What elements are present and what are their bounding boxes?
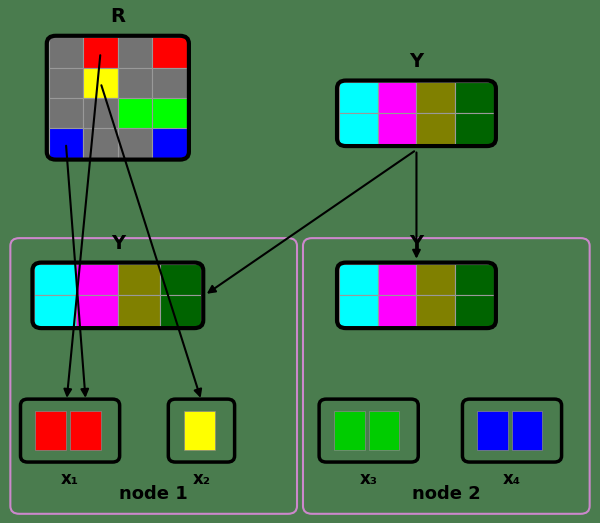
Bar bbox=[34, 295, 76, 326]
Bar bbox=[377, 82, 416, 113]
Text: node 2: node 2 bbox=[412, 485, 481, 504]
Bar bbox=[416, 82, 455, 113]
Bar bbox=[512, 411, 542, 450]
Bar bbox=[35, 411, 66, 450]
Text: node 1: node 1 bbox=[119, 485, 188, 504]
Bar bbox=[368, 411, 399, 450]
Bar bbox=[160, 264, 202, 295]
Bar bbox=[76, 264, 118, 295]
Bar bbox=[118, 264, 160, 295]
Bar bbox=[455, 264, 494, 295]
Bar bbox=[49, 67, 83, 98]
Bar bbox=[49, 128, 83, 158]
Bar bbox=[118, 67, 152, 98]
Bar bbox=[83, 98, 118, 128]
Bar bbox=[184, 411, 215, 450]
Bar bbox=[339, 295, 377, 326]
Bar bbox=[76, 295, 118, 326]
Bar bbox=[455, 295, 494, 326]
Bar bbox=[83, 37, 118, 67]
Bar bbox=[118, 37, 152, 67]
Bar bbox=[152, 98, 187, 128]
Bar bbox=[377, 113, 416, 144]
Bar bbox=[416, 264, 455, 295]
Bar bbox=[152, 128, 187, 158]
Bar bbox=[478, 411, 508, 450]
Bar bbox=[455, 82, 494, 113]
Text: x₃: x₃ bbox=[359, 470, 377, 488]
Bar bbox=[416, 295, 455, 326]
Bar bbox=[334, 411, 365, 450]
Bar bbox=[152, 67, 187, 98]
Bar bbox=[118, 128, 152, 158]
Bar bbox=[339, 82, 377, 113]
Text: x₂: x₂ bbox=[193, 470, 211, 488]
Text: Y: Y bbox=[409, 52, 424, 71]
Bar bbox=[118, 98, 152, 128]
Bar bbox=[416, 113, 455, 144]
Bar bbox=[339, 264, 377, 295]
Bar bbox=[455, 113, 494, 144]
Bar bbox=[377, 264, 416, 295]
Bar bbox=[34, 264, 76, 295]
Bar bbox=[83, 128, 118, 158]
Bar bbox=[49, 98, 83, 128]
Bar bbox=[49, 37, 83, 67]
Bar bbox=[160, 295, 202, 326]
Bar bbox=[83, 67, 118, 98]
Text: Y: Y bbox=[111, 234, 125, 253]
Bar bbox=[118, 295, 160, 326]
Bar bbox=[339, 113, 377, 144]
Bar bbox=[152, 37, 187, 67]
Text: R: R bbox=[110, 7, 125, 26]
Text: x₄: x₄ bbox=[503, 470, 521, 488]
Bar bbox=[377, 295, 416, 326]
Bar bbox=[70, 411, 101, 450]
Text: Y: Y bbox=[409, 234, 424, 253]
Text: x₁: x₁ bbox=[61, 470, 79, 488]
